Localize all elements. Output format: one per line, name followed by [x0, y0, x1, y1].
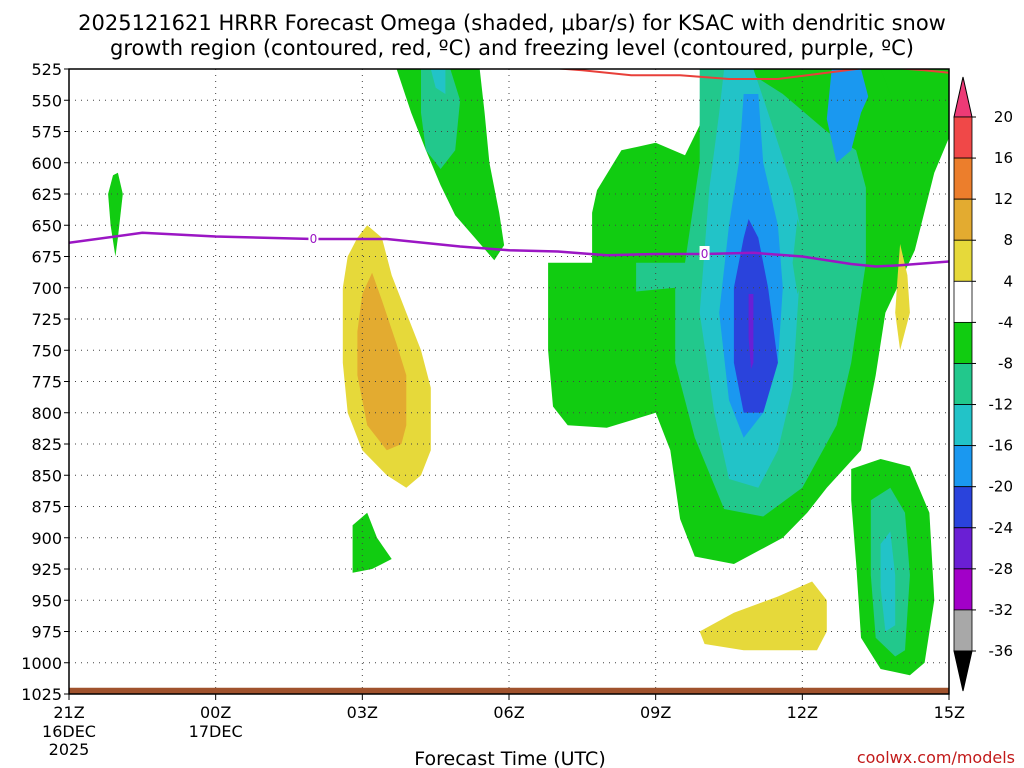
omega-region-13 — [357, 272, 407, 451]
colorbar-level-label: -4 — [998, 313, 1013, 331]
colorbar-level-label: 16 — [994, 149, 1013, 167]
terrain-band — [69, 687, 949, 694]
colorbar-level-label: -20 — [989, 478, 1014, 496]
omega-shaded-regions — [108, 69, 949, 676]
omega-region-8 — [748, 294, 754, 369]
y-tick-label: 600 — [31, 154, 62, 173]
y-tick-label: 675 — [31, 248, 62, 267]
grid-lines — [69, 69, 949, 694]
colorbar-swatch — [953, 445, 973, 488]
x-tick-label: 00Z — [200, 703, 231, 722]
chart-title-line-1: 2025121621 HRRR Forecast Omega (shaded, … — [78, 11, 946, 35]
omega-region-7 — [733, 219, 778, 413]
y-tick-label: 800 — [31, 404, 62, 423]
omega-region-14 — [352, 512, 392, 573]
colorbar-swatch — [953, 486, 973, 529]
y-tick-label: 650 — [31, 216, 62, 235]
colorbar-level-label: 20 — [994, 108, 1013, 126]
y-tick-label: 925 — [31, 560, 62, 579]
terrain-fill — [69, 687, 949, 694]
colorbar-level-label: -16 — [989, 437, 1014, 455]
x-tick-label: 15Z — [934, 703, 965, 722]
freezing-label-bg — [699, 246, 710, 260]
colorbar-top-arrow — [953, 76, 973, 118]
y-tick-label: 775 — [31, 373, 62, 392]
y-tick-label: 750 — [31, 341, 62, 360]
x-tick-year: 2025 — [49, 740, 90, 759]
y-tick-label: 700 — [31, 279, 62, 298]
omega-region-16 — [699, 581, 827, 651]
freezing-level-label: 0 — [701, 247, 709, 261]
omega-region-10 — [861, 69, 891, 107]
colorbar-level-label: -28 — [989, 560, 1014, 578]
colorbar-bottom-arrow — [953, 650, 973, 692]
y-tick-label: 1000 — [21, 654, 62, 673]
x-tick-label: 03Z — [347, 703, 378, 722]
omega-region-19 — [880, 531, 896, 632]
pressure-axis: 525 550 575 600 625 650 675 700 725 750 775 800 825 8… — [21, 60, 69, 704]
y-tick-label: 825 — [31, 435, 62, 454]
x-axis-label: Forecast Time (UTC) — [414, 748, 605, 768]
colorbar-swatch — [953, 363, 973, 405]
y-tick-label: 725 — [31, 310, 62, 329]
y-tick-label: 950 — [31, 591, 62, 610]
x-tick-label: 12Z — [787, 703, 818, 722]
colorbar-level-label: -36 — [989, 642, 1014, 660]
y-tick-label: 625 — [31, 185, 62, 204]
colorbar-swatch — [953, 198, 973, 241]
colorbar-level-label: -24 — [989, 519, 1014, 537]
x-tick-date: 17DEC — [189, 722, 243, 741]
omega-region-20 — [895, 244, 910, 351]
y-tick-label: 900 — [31, 529, 62, 548]
colorbar-swatch — [953, 321, 973, 364]
chart-title-line-2: growth region (contoured, red, ºC) and f… — [110, 36, 914, 60]
colorbar-swatch — [953, 239, 973, 282]
contours: 00 — [69, 69, 949, 268]
colorbar-swatch — [953, 157, 973, 200]
colorbar-level-label: -32 — [989, 601, 1014, 619]
omega-region-2 — [430, 69, 446, 94]
y-tick-label: 525 — [31, 60, 62, 79]
colorbar-level-label: -12 — [989, 396, 1014, 414]
freezing-level-contour — [69, 231, 949, 268]
colorbar-legend: 20 16 12 8 4 -4 -8 -12 -16 -20 -24 -28 -32 -36 — [953, 76, 1014, 692]
freezing-label-bg — [308, 231, 319, 245]
colorbar-swatch — [953, 404, 973, 447]
colorbar-level-label: 8 — [1003, 231, 1013, 249]
omega-region-1 — [421, 69, 461, 169]
colorbar-swatch — [953, 568, 973, 611]
freezing-level-label: 0 — [310, 232, 318, 246]
y-tick-label: 875 — [31, 498, 62, 517]
colorbar-level-label: -8 — [998, 354, 1013, 372]
colorbar-swatch — [953, 116, 973, 159]
x-tick-label: 06Z — [493, 703, 524, 722]
x-tick-label: 21Z — [53, 703, 84, 722]
y-tick-label: 575 — [31, 123, 62, 142]
colorbar-level-label: 12 — [994, 190, 1013, 208]
dendritic-growth-contour — [552, 69, 949, 80]
y-tick-label: 975 — [31, 623, 62, 642]
y-tick-label: 550 — [31, 91, 62, 110]
colorbar-swatch — [953, 527, 973, 570]
y-tick-label: 1025 — [21, 685, 62, 704]
omega-region-15 — [108, 172, 123, 257]
source-credit: coolwx.com/models — [857, 748, 1015, 767]
y-tick-label: 850 — [31, 466, 62, 485]
x-tick-date: 16DEC — [42, 722, 96, 741]
colorbar-swatch — [953, 609, 973, 652]
x-tick-label: 09Z — [640, 703, 671, 722]
colorbar-swatch — [953, 280, 973, 323]
colorbar-level-label: 4 — [1003, 272, 1013, 290]
